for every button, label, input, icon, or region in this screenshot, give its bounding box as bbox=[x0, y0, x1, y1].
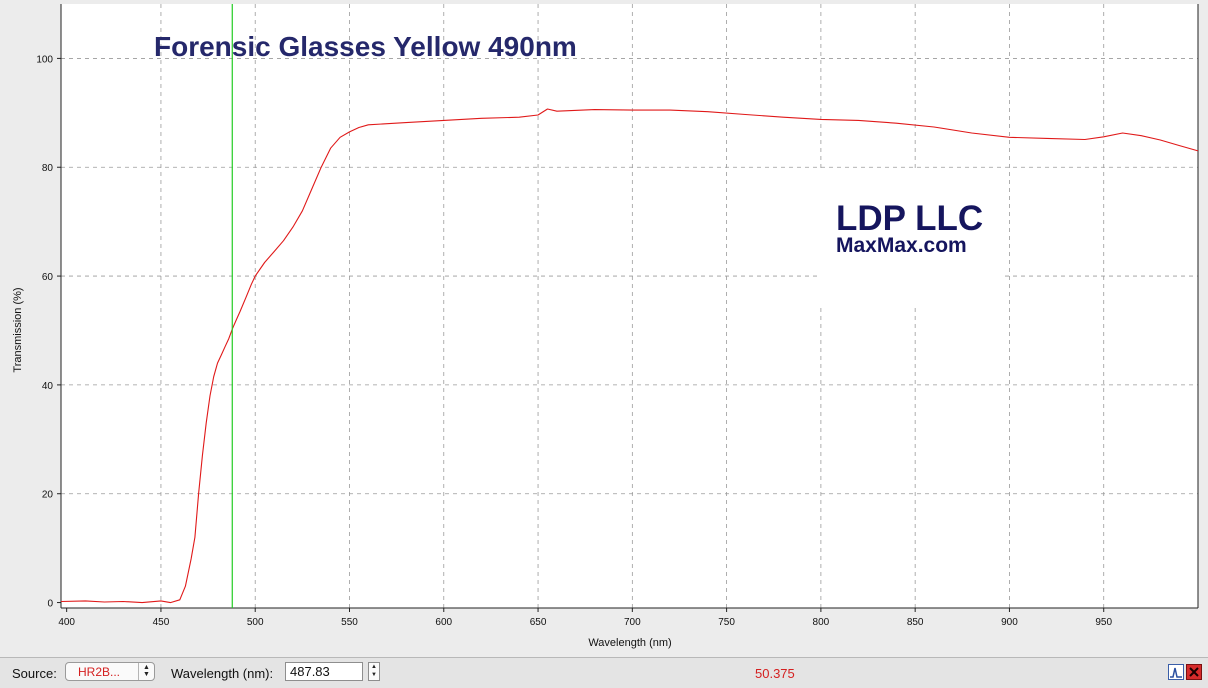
x-tick-label: 850 bbox=[907, 617, 924, 628]
y-tick-labels: 0 20 40 60 80 100 bbox=[36, 54, 61, 610]
y-tick-label: 20 bbox=[42, 490, 54, 501]
grid-lines bbox=[61, 4, 1199, 608]
x-tick-label: 550 bbox=[341, 617, 358, 628]
x-tick-label: 400 bbox=[58, 617, 75, 628]
y-tick-label: 0 bbox=[47, 599, 53, 610]
y-tick-label: 80 bbox=[42, 163, 54, 174]
plot-area[interactable] bbox=[61, 4, 1198, 608]
y-tick-label: 60 bbox=[42, 272, 54, 283]
x-tick-label: 500 bbox=[247, 617, 264, 628]
wavelength-input[interactable] bbox=[285, 662, 363, 681]
axes bbox=[60, 4, 1198, 609]
x-tick-label: 700 bbox=[624, 617, 641, 628]
x-axis-title: Wavelength (nm) bbox=[588, 637, 671, 649]
close-icon bbox=[1189, 667, 1199, 677]
logo-company-name: LDP LLC bbox=[836, 199, 983, 238]
x-tick-label: 600 bbox=[435, 617, 452, 628]
transmission-readout: 50.375 bbox=[755, 666, 795, 681]
y-axis-title: Transmission (%) bbox=[12, 287, 24, 372]
wavelength-label: Wavelength (nm): bbox=[171, 666, 274, 681]
x-tick-labels: 400 450 500 550 600 650 700 750 800 850 900 950 bbox=[58, 608, 1113, 628]
source-value: HR2B... bbox=[78, 665, 121, 679]
x-tick-label: 900 bbox=[1001, 617, 1018, 628]
chart-title: Forensic Glasses Yellow 490nm bbox=[154, 31, 577, 62]
x-tick-label: 650 bbox=[530, 617, 547, 628]
y-tick-label: 100 bbox=[36, 54, 53, 65]
logo-background bbox=[820, 170, 1005, 308]
logo-website: MaxMax.com bbox=[836, 234, 967, 257]
close-button[interactable] bbox=[1186, 664, 1202, 680]
series-group bbox=[60, 108, 1199, 604]
series-line-transmission bbox=[60, 108, 1199, 604]
source-select[interactable]: HR2B... ▲ ▼ bbox=[65, 662, 155, 681]
logo-box: LDP LLC MaxMax.com bbox=[820, 170, 1005, 308]
chevron-up-down-icon: ▲ ▼ bbox=[138, 663, 154, 680]
wavelength-stepper[interactable]: ▲ ▼ bbox=[368, 662, 380, 681]
x-tick-label: 800 bbox=[813, 617, 830, 628]
status-bar: Source: HR2B... ▲▼ Wavelength (nm): ▲▼ 5… bbox=[0, 657, 1208, 688]
y-tick-label: 40 bbox=[42, 381, 54, 392]
spectrum-icon bbox=[1170, 667, 1182, 678]
x-tick-label: 950 bbox=[1095, 617, 1112, 628]
graph-toggle-button[interactable] bbox=[1168, 664, 1184, 680]
x-tick-label: 750 bbox=[718, 617, 735, 628]
source-label: Source: bbox=[12, 666, 57, 681]
chart: 400 450 500 550 600 650 700 750 800 850 900 950 0 20… bbox=[12, 4, 1199, 649]
x-tick-label: 450 bbox=[153, 617, 170, 628]
